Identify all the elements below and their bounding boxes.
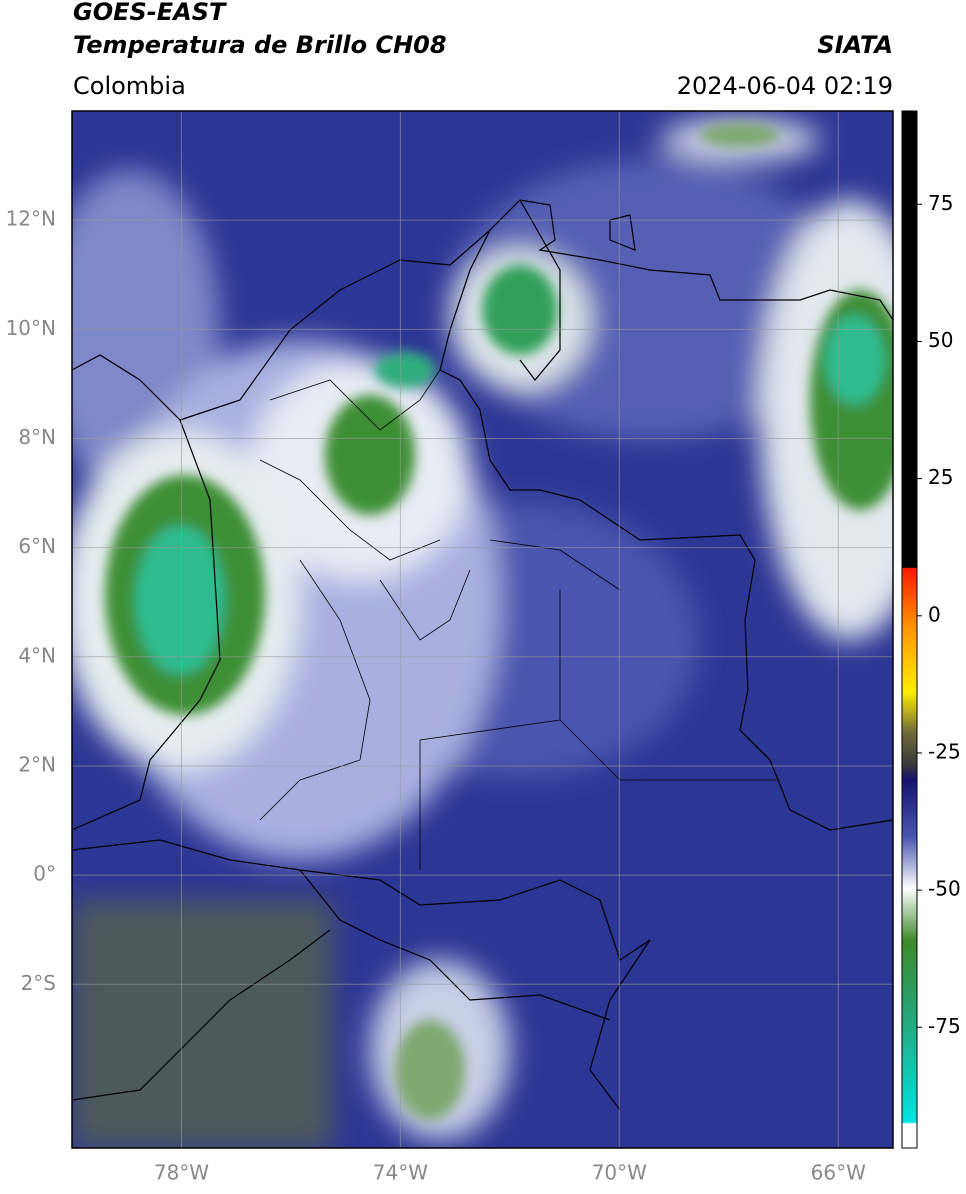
land-shade xyxy=(72,900,332,1148)
y-tick-label: 12°N xyxy=(6,207,56,231)
colorbar xyxy=(901,110,918,1149)
y-tick-label: 6°N xyxy=(18,534,56,558)
x-tick-label: 66°W xyxy=(811,1161,866,1185)
border xyxy=(72,839,651,1111)
colorbar-tick-label: -75 xyxy=(928,1014,961,1038)
y-tick-label: 0° xyxy=(33,862,56,886)
boundaries xyxy=(72,199,893,1111)
title: GOES-EAST xyxy=(73,0,227,26)
y-tick-label: 2°N xyxy=(18,752,56,776)
admin-border xyxy=(259,369,471,821)
y-tick-label: 10°N xyxy=(6,316,56,340)
colorbar-tick-label: 75 xyxy=(928,191,953,215)
colorbar-tick-label: -50 xyxy=(928,877,961,901)
admin-border xyxy=(419,539,780,870)
cold-top xyxy=(135,525,225,675)
coastline xyxy=(179,199,893,421)
source: SIATA xyxy=(817,31,893,59)
cold-top xyxy=(825,315,885,405)
region: Colombia xyxy=(73,72,186,100)
cold-top xyxy=(482,265,558,355)
y-tick-label: 8°N xyxy=(18,425,56,449)
cold-top xyxy=(325,395,415,515)
cold-top xyxy=(375,352,435,388)
colorbar-tick-label: 25 xyxy=(928,465,953,489)
border xyxy=(439,229,893,831)
coastline xyxy=(519,199,561,381)
x-tick-label: 70°W xyxy=(592,1161,647,1185)
x-tick-label: 78°W xyxy=(154,1161,209,1185)
map-frame xyxy=(71,110,894,1149)
cold-tops xyxy=(105,123,893,1120)
subtitle: Temperatura de Brillo CH08 xyxy=(73,31,447,59)
y-tick-label: 2°S xyxy=(21,971,56,995)
colorbar-tick-label: 0 xyxy=(928,602,941,626)
y-tick-label: 4°N xyxy=(18,643,56,667)
cold-top xyxy=(700,123,780,147)
island xyxy=(609,214,636,251)
imagery xyxy=(72,111,893,1148)
coastline xyxy=(72,354,221,831)
border xyxy=(72,929,331,1101)
cold-top xyxy=(395,1020,465,1120)
timestamp: 2024-06-04 02:19 xyxy=(677,72,893,100)
border xyxy=(299,869,611,1021)
colorbar-tick-label: -25 xyxy=(928,739,961,763)
grid xyxy=(72,111,893,1148)
colorbar-tick-label: 50 xyxy=(928,328,953,352)
x-tick-label: 74°W xyxy=(373,1161,428,1185)
